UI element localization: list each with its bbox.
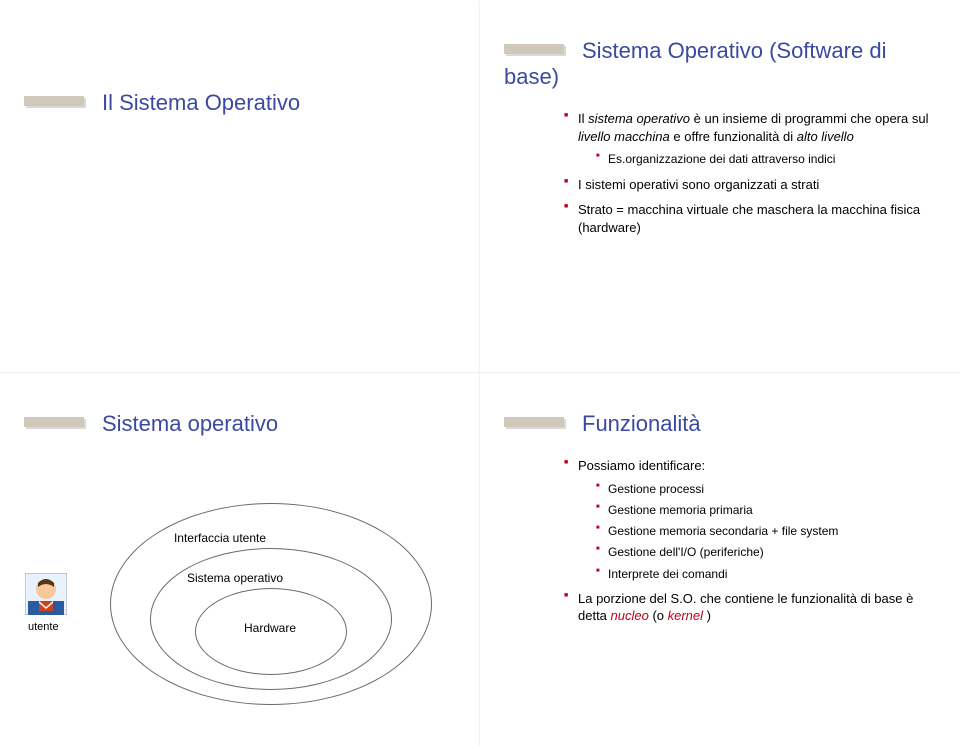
slide-1: Il Sistema Operativo — [0, 0, 480, 373]
slide4-title: Funzionalità — [504, 411, 936, 443]
bullet-item: Possiamo identificare: Gestione processi… — [564, 457, 936, 581]
sub-bullet-item: Es.organizzazione dei dati attraverso in… — [596, 151, 936, 167]
slide4-bullets: Possiamo identificare: Gestione processi… — [564, 457, 936, 625]
bullet-item: Il sistema operativo è un insieme di pro… — [564, 110, 936, 167]
title-tab-icon — [24, 96, 84, 106]
title-tab-icon — [504, 417, 564, 427]
bullet-item: La porzione del S.O. che contiene le fun… — [564, 590, 936, 625]
slide2-bullets: Il sistema operativo è un insieme di pro… — [564, 110, 936, 236]
layer-outer-label: Interfaccia utente — [150, 531, 290, 545]
user-label: utente — [28, 621, 59, 633]
title-tab-icon — [24, 417, 84, 427]
sub-bullet-item: Gestione processi — [596, 481, 936, 497]
bullet-item: Strato = macchina virtuale che maschera … — [564, 201, 936, 236]
slide1-title: Il Sistema Operativo — [24, 90, 456, 122]
slide-2: Sistema Operativo (Software di base) Il … — [480, 0, 960, 373]
sub-bullet-item: Gestione memoria secondaria + file syste… — [596, 523, 936, 539]
layer-middle-label: Sistema operativo — [165, 571, 305, 585]
slide-3: Sistema operativo utente Interfaccia ute… — [0, 373, 480, 746]
sub-bullet-item: Gestione dell'I/O (periferiche) — [596, 544, 936, 560]
slide-4: Funzionalità Possiamo identificare: Gest… — [480, 373, 960, 746]
user-avatar-icon — [25, 573, 67, 615]
slide3-title: Sistema operativo — [24, 411, 456, 443]
slide2-title: Sistema Operativo (Software di base) — [504, 38, 936, 96]
title-tab-icon — [504, 44, 564, 54]
layer-inner-label: Hardware — [200, 621, 340, 635]
bullet-item: I sistemi operativi sono organizzati a s… — [564, 176, 936, 194]
sub-bullet-item: Gestione memoria primaria — [596, 502, 936, 518]
sub-bullet-item: Interprete dei comandi — [596, 566, 936, 582]
